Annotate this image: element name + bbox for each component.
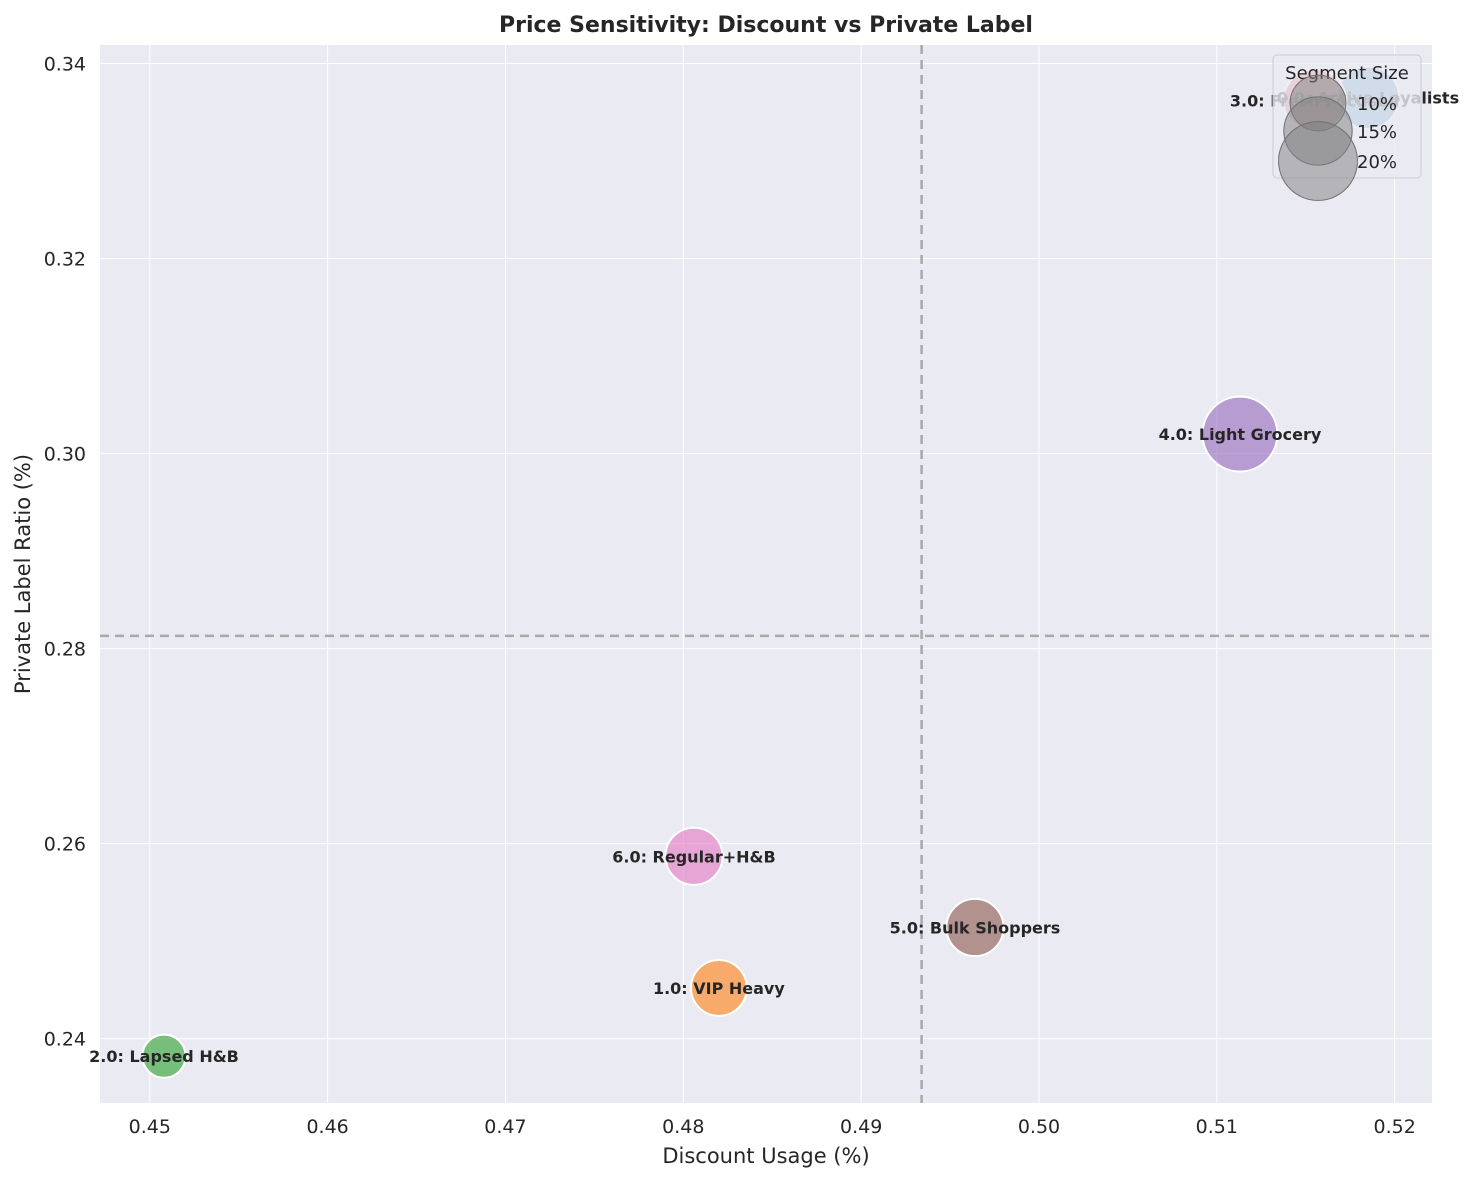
x-tick-label: 0.50 bbox=[1018, 1116, 1060, 1138]
grid bbox=[100, 45, 1432, 1103]
data-point bbox=[664, 826, 724, 886]
x-tick-label: 0.46 bbox=[306, 1116, 348, 1138]
y-tick-label: 0.24 bbox=[44, 1029, 86, 1051]
data-point bbox=[945, 897, 1005, 958]
x-tick-label: 0.52 bbox=[1373, 1116, 1415, 1138]
legend-label: 20% bbox=[1357, 152, 1397, 173]
legend-label: 15% bbox=[1357, 122, 1397, 143]
y-axis-label: Private Label Ratio (%) bbox=[11, 454, 35, 694]
x-tick-label: 0.45 bbox=[129, 1116, 171, 1138]
point-label: 2.0: Lapsed H&B bbox=[89, 1047, 239, 1066]
data-point bbox=[141, 1033, 187, 1079]
y-tick-label: 0.28 bbox=[44, 639, 86, 661]
point-label: 4.0: Light Grocery bbox=[1159, 425, 1322, 444]
legend-label: 10% bbox=[1357, 94, 1397, 115]
data-point bbox=[1201, 395, 1279, 473]
chart-title: Price Sensitivity: Discount vs Private L… bbox=[499, 13, 1033, 38]
x-tick-label: 0.51 bbox=[1196, 1116, 1238, 1138]
point-label: 5.0: Bulk Shoppers bbox=[890, 918, 1061, 937]
plot-area bbox=[100, 45, 1432, 1103]
x-axis-label: Discount Usage (%) bbox=[662, 1144, 869, 1168]
point-label: 6.0: Regular+H&B bbox=[612, 847, 775, 866]
y-tick-label: 0.30 bbox=[44, 444, 86, 466]
legend: Segment Size 10%15%20% bbox=[1272, 54, 1422, 201]
reference-lines bbox=[100, 45, 1432, 1103]
x-tick-label: 0.49 bbox=[840, 1116, 882, 1138]
x-tick-label: 0.48 bbox=[662, 1116, 704, 1138]
x-tick-label: 0.47 bbox=[484, 1116, 526, 1138]
legend-marker bbox=[1278, 121, 1358, 201]
y-tick-label: 0.34 bbox=[44, 54, 86, 76]
y-axis-ticks: 0.24 0.26 0.28 0.30 0.32 0.34 bbox=[44, 54, 86, 1051]
legend-entries: 10% 15% 20% bbox=[1278, 74, 1397, 201]
y-tick-label: 0.26 bbox=[44, 834, 86, 856]
point-label: 1.0: VIP Heavy bbox=[653, 979, 785, 998]
y-tick-label: 0.32 bbox=[44, 249, 86, 271]
x-axis-ticks: 0.45 0.46 0.47 0.48 0.49 0.50 0.51 0.52 bbox=[129, 1116, 1416, 1138]
data-point bbox=[689, 959, 748, 1017]
